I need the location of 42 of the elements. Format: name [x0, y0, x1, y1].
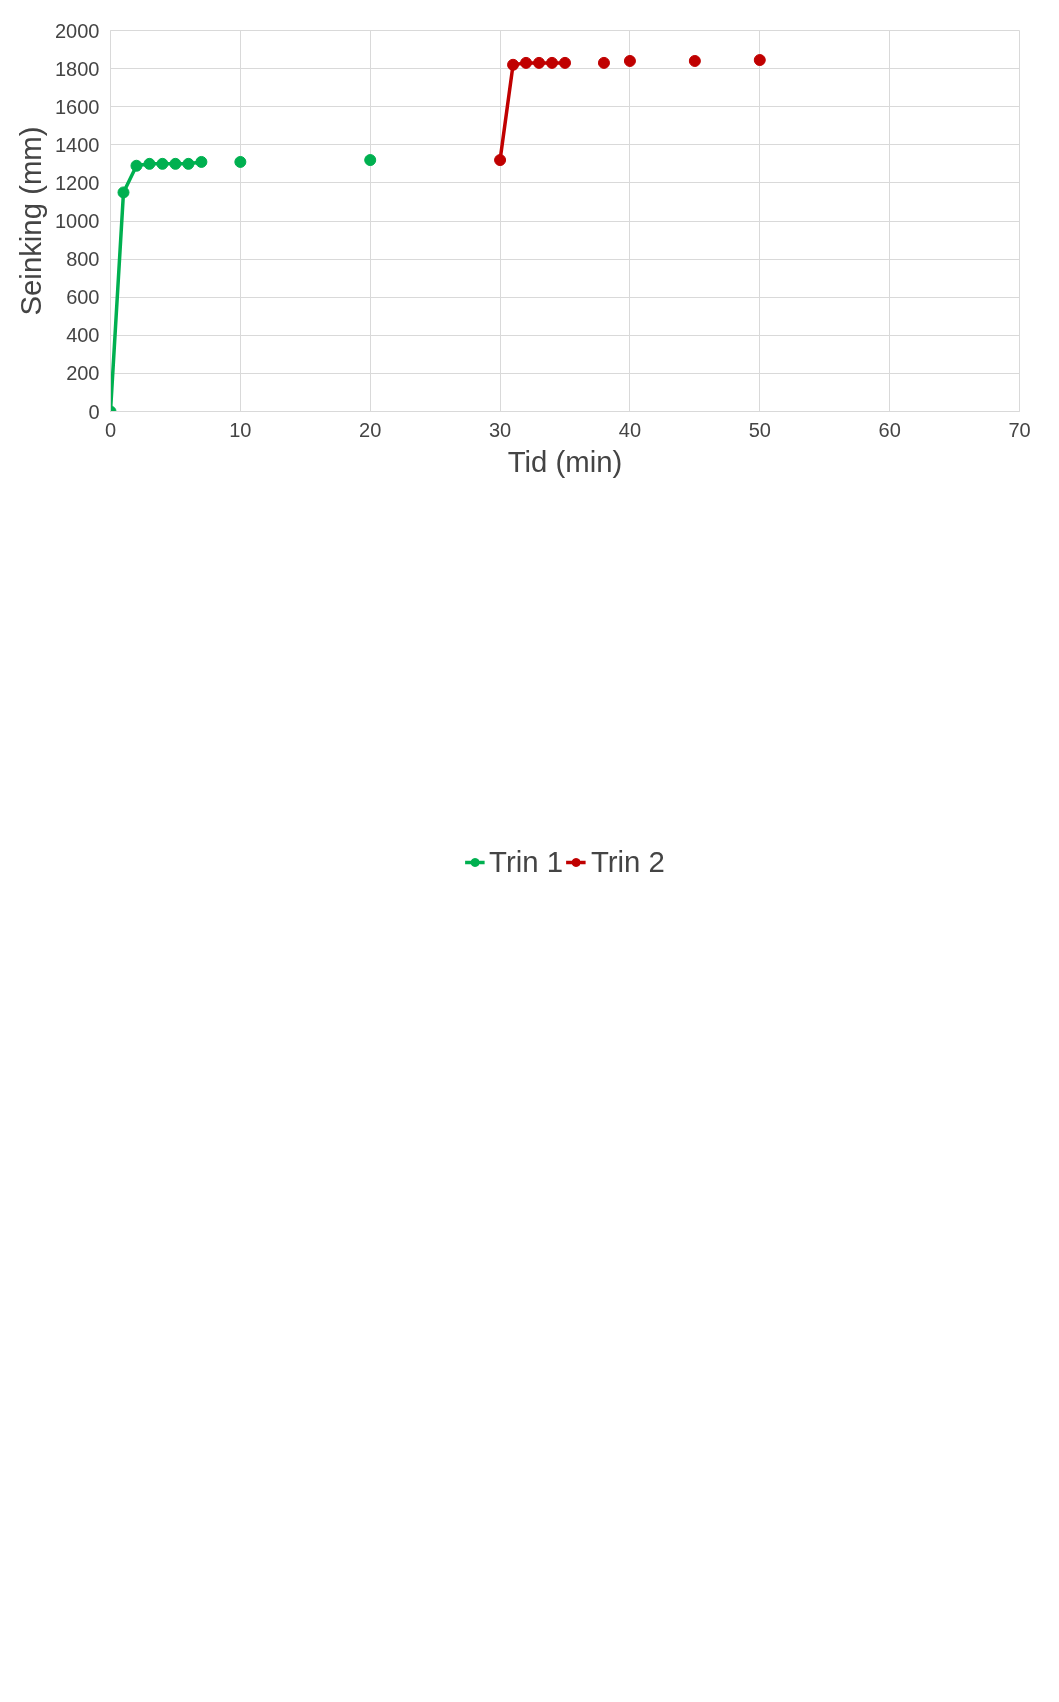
- x-tick-label: 40: [618, 418, 642, 441]
- y-tick-label: 1000: [55, 210, 100, 232]
- point: [507, 58, 520, 71]
- point: [130, 159, 143, 172]
- point: [234, 155, 247, 168]
- y-tick-label: 2000: [55, 19, 100, 42]
- legend-label: Trin 1: [489, 844, 563, 879]
- y-tick-label: 800: [66, 248, 100, 271]
- y-tick-label: 400: [66, 324, 100, 347]
- point: [195, 155, 208, 168]
- y-tick-label: 200: [66, 362, 100, 385]
- point: [546, 56, 559, 69]
- point: [143, 157, 156, 170]
- x-tick-label: 60: [878, 418, 901, 441]
- x-tick-label: 0: [104, 418, 117, 441]
- y-axis-title: Seinking (mm): [14, 126, 48, 316]
- y-tick-label: 1600: [55, 95, 100, 118]
- y-tick-label: 1200: [55, 171, 100, 194]
- x-tick-label: 50: [748, 418, 771, 441]
- point: [623, 54, 636, 67]
- point: [559, 56, 571, 69]
- point: [753, 54, 766, 67]
- y-tick-label: 1400: [55, 133, 100, 156]
- x-tick-label: 30: [488, 418, 512, 441]
- point: [364, 154, 377, 167]
- x-tick-label: 70: [1008, 418, 1031, 441]
- point: [597, 56, 610, 69]
- point: [494, 154, 507, 167]
- point: [688, 54, 701, 67]
- x-tick-label: 10: [229, 418, 252, 441]
- point: [117, 186, 130, 199]
- y-tick-label: 600: [66, 286, 100, 309]
- legend-label: Trin 2: [591, 844, 665, 879]
- x-tick-label: 20: [359, 418, 382, 441]
- y-tick-label: 1800: [55, 57, 100, 80]
- y-tick-label: 0: [88, 400, 100, 423]
- point: [156, 157, 169, 170]
- point: [520, 56, 533, 69]
- point: [533, 56, 546, 69]
- point: [182, 157, 195, 170]
- x-axis-title: Tid (min): [507, 444, 623, 478]
- point: [169, 157, 182, 170]
